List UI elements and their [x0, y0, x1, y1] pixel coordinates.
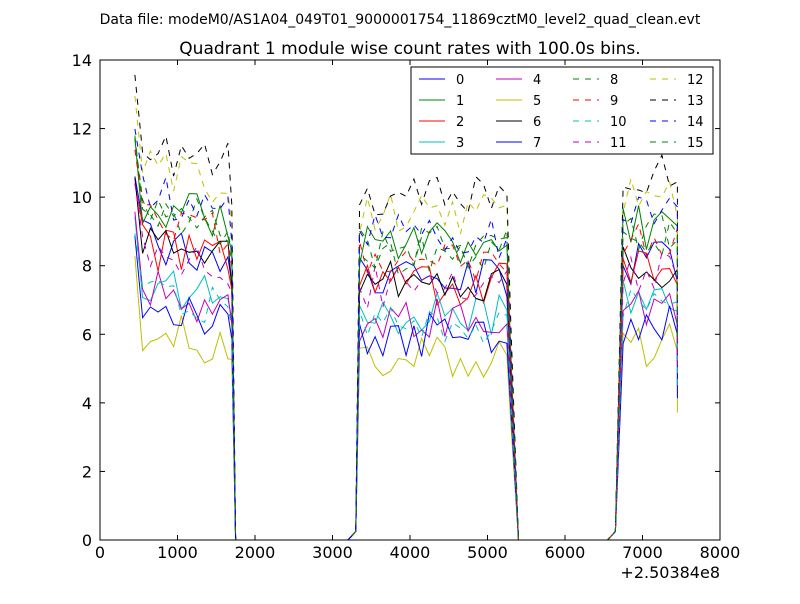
legend-item-6: 6 — [496, 115, 541, 130]
legend-label: 6 — [533, 115, 541, 130]
series-line-13 — [134, 74, 678, 540]
legend-item-9: 9 — [573, 94, 618, 109]
y-tick-label: 6 — [82, 325, 92, 344]
legend-label: 12 — [687, 73, 704, 88]
y-tick-label: 2 — [82, 462, 92, 481]
legend-item-3: 3 — [419, 136, 464, 151]
x-tick-label: 4000 — [390, 543, 431, 562]
legend-label: 11 — [610, 136, 627, 151]
legend-label: 2 — [456, 115, 464, 130]
ticks: 0 1000 2000 3000 4000 5000 6000 7000 80000246810… — [72, 51, 741, 562]
x-tick-label: 6000 — [545, 543, 586, 562]
legend-item-10: 10 — [573, 115, 627, 130]
legend-item-12: 12 — [650, 73, 704, 88]
legend-item-14: 14 — [650, 115, 704, 130]
legend-item-4: 4 — [496, 73, 541, 88]
legend-label: 5 — [533, 94, 541, 109]
legend-item-8: 8 — [573, 73, 618, 88]
plot-lines — [134, 74, 678, 540]
chart-title: Quadrant 1 module wise count rates with … — [179, 39, 640, 59]
legend-label: 10 — [610, 115, 627, 130]
x-tick-label: 1000 — [157, 543, 198, 562]
legend-label: 0 — [456, 73, 464, 88]
legend-label: 13 — [687, 94, 704, 109]
legend-item-15: 15 — [650, 136, 704, 151]
y-tick-label: 12 — [72, 120, 92, 139]
y-tick-label: 4 — [82, 394, 92, 413]
x-tick-label: 8000 — [700, 543, 741, 562]
x-tick-label: 0 — [95, 543, 105, 562]
legend-label: 3 — [456, 136, 464, 151]
legend-label: 15 — [687, 136, 704, 151]
legend-item-13: 13 — [650, 94, 704, 109]
series-line-11 — [134, 183, 678, 540]
y-tick-label: 14 — [72, 51, 92, 70]
series-line-15 — [134, 135, 678, 540]
series-line-10 — [134, 233, 678, 540]
legend-label: 7 — [533, 136, 541, 151]
legend-label: 1 — [456, 94, 464, 109]
y-tick-label: 10 — [72, 188, 92, 207]
series-line-3 — [134, 216, 678, 540]
legend-label: 4 — [533, 73, 541, 88]
legend-item-7: 7 — [496, 136, 541, 151]
x-tick-label: 7000 — [622, 543, 663, 562]
legend-box — [410, 66, 714, 155]
x-tick-label: 3000 — [312, 543, 353, 562]
legend-label: 9 — [610, 94, 618, 109]
legend-label: 8 — [610, 73, 618, 88]
figure-suptitle: Data file: modeM0/AS1A04_049T01_90000017… — [100, 12, 701, 28]
legend-item-0: 0 — [419, 73, 464, 88]
y-tick-label: 8 — [82, 257, 92, 276]
x-tick-label: 5000 — [467, 543, 508, 562]
legend-item-2: 2 — [419, 115, 464, 130]
legend-item-1: 1 — [419, 94, 464, 109]
series-line-7 — [134, 235, 678, 540]
series-line-14 — [134, 128, 678, 540]
y-tick-label: 0 — [82, 531, 92, 550]
legend-item-11: 11 — [573, 136, 627, 151]
x-tick-label: 2000 — [235, 543, 276, 562]
legend-label: 14 — [687, 115, 704, 130]
legend-item-5: 5 — [496, 94, 541, 109]
x-offset-label: +2.50384e8 — [620, 563, 720, 582]
